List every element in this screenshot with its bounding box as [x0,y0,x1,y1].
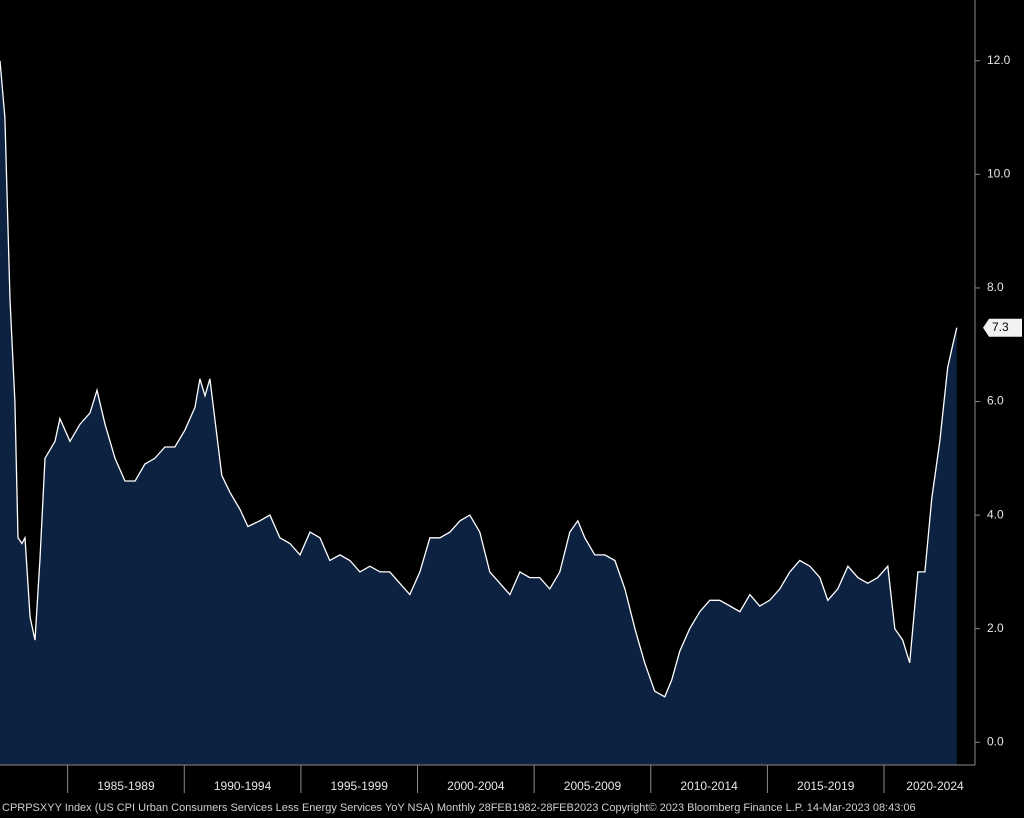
y-tick-label: 2.0 [987,621,1004,635]
y-tick-label: 4.0 [987,507,1004,521]
x-tick-label: 2015-2019 [797,779,855,793]
y-tick-label: 10.0 [987,167,1011,181]
x-tick-label: 2000-2004 [447,779,505,793]
y-tick-label: 8.0 [987,280,1004,294]
x-tick-label: 1995-1999 [331,779,389,793]
y-tick-label: 6.0 [987,394,1004,408]
x-tick-label: 2010-2014 [680,779,738,793]
line [0,60,958,698]
x-tick-label: 1990-1994 [214,779,272,793]
last-value-tag [983,318,1022,337]
footer: CPRPSXYY Index (US CPI Urban Consumers S… [2,802,916,814]
x-tick-label: 2005-2009 [564,779,622,793]
x-tick-label: 1985-1989 [97,779,155,793]
x-tick-label: 2020-2024 [906,779,964,793]
y-tick-label: 12.0 [987,53,1011,67]
area [0,60,957,766]
y-tick-label: 0.0 [987,734,1004,748]
last-value-label: 7.3 [992,320,1009,334]
